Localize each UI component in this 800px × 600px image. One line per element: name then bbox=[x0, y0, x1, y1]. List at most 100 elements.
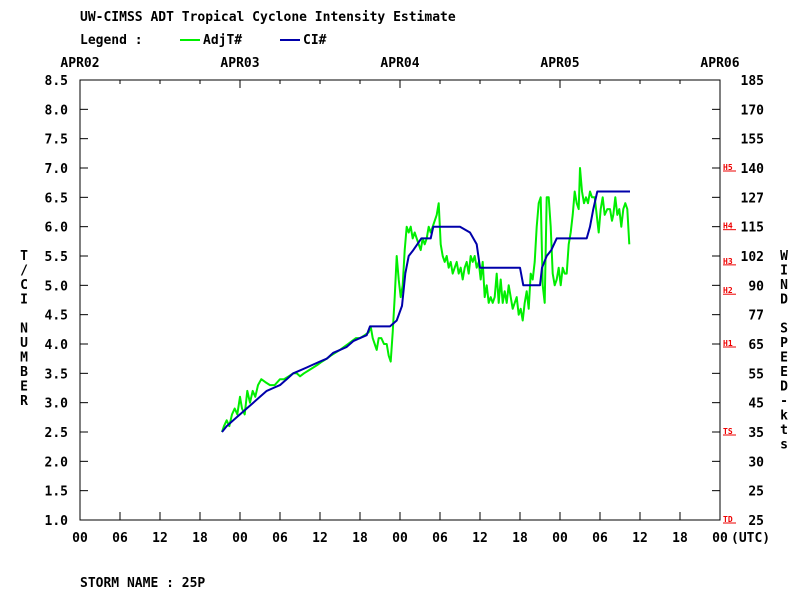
bottom-tick-label: 00 bbox=[712, 531, 728, 546]
top-date-axis: APR02 APR03 APR04 APR05 APR06 bbox=[60, 56, 740, 88]
left-axis-title-char: U bbox=[20, 336, 28, 351]
bottom-tick-label: 06 bbox=[592, 531, 608, 546]
bottom-tick-label: 00 bbox=[232, 531, 248, 546]
category-marker-label: H2 bbox=[723, 286, 733, 295]
left-axis-title-char: E bbox=[20, 380, 28, 395]
right-tick-label: 30 bbox=[748, 455, 764, 470]
category-marker-label: H3 bbox=[723, 257, 733, 266]
left-tick-label: 7.5 bbox=[45, 133, 68, 148]
right-tick-label: 115 bbox=[741, 221, 764, 236]
left-tnumber-axis: 1.0 1.5 2.0 2.5 3.0 3.5 4.0 4.5 5.0 5.5 6.0 6.5 7.0 7… bbox=[45, 74, 88, 529]
bottom-tick-label: 00 bbox=[72, 531, 88, 546]
bottom-tick-label: 06 bbox=[112, 531, 128, 546]
storm-name-label: STORM NAME : 25P bbox=[80, 576, 205, 591]
right-tick-label: 127 bbox=[741, 191, 764, 206]
left-tick-label: 5.5 bbox=[45, 250, 68, 265]
category-marker-label: TS bbox=[723, 427, 733, 436]
right-axis-title-char: D bbox=[780, 380, 788, 395]
right-wind-axis: 25 30 35 45 55 65 77 90 102 115 127 140 155 170 185 25 bbox=[712, 74, 764, 529]
left-tick-label: 8.0 bbox=[45, 103, 69, 118]
top-tick-label: APR02 bbox=[60, 56, 99, 71]
bottom-tick-label: 00 bbox=[392, 531, 408, 546]
left-axis-title-char: N bbox=[20, 322, 28, 337]
right-tick-label: 35 bbox=[748, 426, 764, 441]
bottom-tick-label: 18 bbox=[192, 531, 208, 546]
left-axis-title-char: C bbox=[20, 278, 28, 293]
right-axis-title-char: I bbox=[780, 264, 788, 279]
right-tick-label: 155 bbox=[741, 133, 764, 148]
utc-units-label: (UTC) bbox=[731, 531, 770, 546]
right-axis-title-char: N bbox=[780, 278, 788, 293]
right-axis-title-char: E bbox=[780, 351, 788, 366]
right-axis-title-char: W bbox=[780, 249, 788, 264]
right-tick-label: 77 bbox=[748, 309, 764, 324]
bottom-tick-label: 18 bbox=[352, 531, 368, 546]
chart-title: UW-CIMSS ADT Tropical Cyclone Intensity … bbox=[80, 10, 456, 25]
left-tick-label: 6.0 bbox=[45, 221, 69, 236]
top-tick-label: APR06 bbox=[700, 56, 739, 71]
legend-label: Legend : bbox=[80, 33, 143, 48]
adjt-series-line bbox=[221, 167, 631, 433]
plot-frame bbox=[79, 79, 721, 521]
bottom-tick-label: 06 bbox=[272, 531, 288, 546]
bottom-tick-label: 00 bbox=[552, 531, 568, 546]
bottom-tick-label: 12 bbox=[152, 531, 168, 546]
right-tick-label: 185 bbox=[741, 74, 764, 89]
category-marker-label: H1 bbox=[723, 339, 733, 348]
right-axis-title-char: t bbox=[780, 423, 788, 438]
right-tick-label: 102 bbox=[741, 250, 764, 265]
ci-series-line bbox=[221, 190, 630, 433]
left-axis-title-char: I bbox=[20, 293, 28, 308]
right-axis-title-char: E bbox=[780, 365, 788, 380]
bottom-tick-label: 12 bbox=[312, 531, 328, 546]
bottom-hour-axis: 00 06 12 18 00 06 12 18 00 06 12 18 00 06 12 18 00 bbox=[72, 512, 728, 546]
right-axis-title-char: S bbox=[780, 322, 788, 337]
top-tick-label: APR03 bbox=[220, 56, 259, 71]
intensity-category-markers: TD TS H1 H2 H3 H4 H5 bbox=[723, 163, 736, 524]
bottom-tick-label: 12 bbox=[472, 531, 488, 546]
bottom-tick-label: 06 bbox=[432, 531, 448, 546]
bottom-tick-label: 18 bbox=[512, 531, 528, 546]
category-marker-label: TD bbox=[723, 515, 733, 524]
right-axis-title-char: k bbox=[780, 409, 788, 424]
left-axis-title-char: T bbox=[20, 249, 28, 264]
right-axis-title-char: - bbox=[780, 394, 788, 409]
left-tick-label: 6.5 bbox=[45, 191, 68, 206]
left-tick-label: 8.5 bbox=[45, 74, 68, 89]
legend-entry-ci: CI# bbox=[303, 33, 327, 48]
right-tick-label: 90 bbox=[748, 279, 764, 294]
right-tick-label: 140 bbox=[741, 162, 765, 177]
left-tick-label: 4.5 bbox=[45, 309, 68, 324]
right-tick-label: 55 bbox=[748, 367, 764, 382]
left-tick-label: 1.0 bbox=[45, 514, 69, 529]
right-axis-title-char: s bbox=[780, 438, 788, 453]
right-tick-label: 65 bbox=[748, 338, 764, 353]
left-tick-label: 7.0 bbox=[45, 162, 69, 177]
legend-entry-adjt: AdjT# bbox=[203, 33, 242, 48]
right-axis-title-char: D bbox=[780, 293, 788, 308]
left-tick-label: 4.0 bbox=[45, 338, 69, 353]
left-tick-label: 2.5 bbox=[45, 426, 68, 441]
right-tick-label: 25 bbox=[748, 485, 764, 500]
left-tick-label: 5.0 bbox=[45, 279, 69, 294]
right-tick-label: 25 bbox=[748, 514, 764, 529]
left-axis-title-char: R bbox=[20, 394, 28, 409]
right-tick-label: 170 bbox=[741, 103, 765, 118]
category-marker-label: H4 bbox=[723, 222, 733, 231]
series-layer bbox=[221, 167, 631, 433]
left-tick-label: 3.5 bbox=[45, 367, 68, 382]
left-tick-label: 1.5 bbox=[45, 485, 68, 500]
top-tick-label: APR05 bbox=[540, 56, 579, 71]
bottom-tick-label: 12 bbox=[632, 531, 648, 546]
right-tick-label: 45 bbox=[748, 397, 764, 412]
left-axis-title-char: M bbox=[20, 351, 28, 366]
top-tick-label: APR04 bbox=[380, 56, 419, 71]
left-axis-title-char: B bbox=[20, 365, 28, 380]
bottom-tick-label: 18 bbox=[672, 531, 688, 546]
left-axis-title-char: / bbox=[20, 264, 28, 279]
left-tick-label: 2.0 bbox=[45, 455, 69, 470]
right-axis-title-char: P bbox=[780, 336, 788, 351]
